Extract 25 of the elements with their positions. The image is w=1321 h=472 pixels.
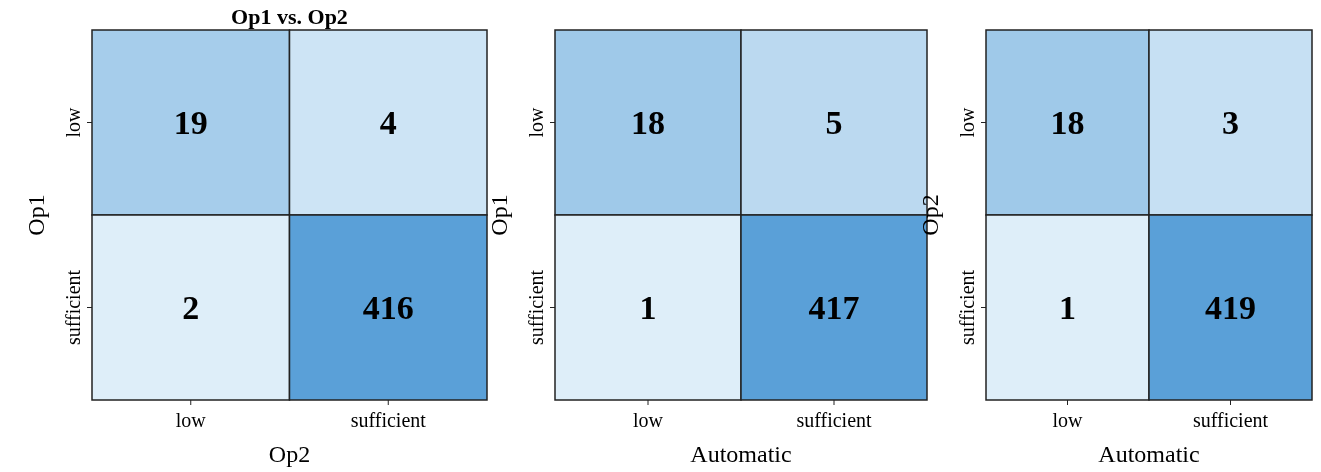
data-label: 416 [362, 289, 414, 327]
data-label: 18 [1050, 104, 1085, 142]
x-axis-title: Op2 [268, 441, 311, 467]
data-label: 2 [182, 289, 200, 327]
x-tick-label: low [175, 409, 207, 431]
x-tick-label: low [1052, 409, 1084, 431]
x-axis-title: Automatic [690, 441, 792, 467]
data-label: 419 [1205, 289, 1256, 327]
x-tick-label: sufficient [796, 409, 873, 431]
data-label: 417 [808, 289, 860, 327]
data-label: 5 [825, 104, 843, 142]
chart-title: Op1 vs. Op2 [231, 4, 348, 29]
data-label: 4 [379, 104, 397, 142]
x-axis-title: Automatic [1098, 441, 1200, 467]
data-label: 1 [639, 289, 657, 327]
x-tick-label: low [633, 409, 664, 431]
y-axis-title: Op2 [917, 194, 943, 236]
x-tick-label: sufficient [350, 409, 427, 431]
data-label: 1 [1059, 289, 1076, 327]
y-axis-title: Op1 [23, 194, 49, 236]
data-label: 18 [631, 104, 665, 142]
data-label: 3 [1222, 104, 1239, 142]
data-label: 19 [173, 104, 208, 142]
x-tick-label: sufficient [1192, 409, 1269, 431]
y-axis-title: Op1 [486, 194, 512, 236]
